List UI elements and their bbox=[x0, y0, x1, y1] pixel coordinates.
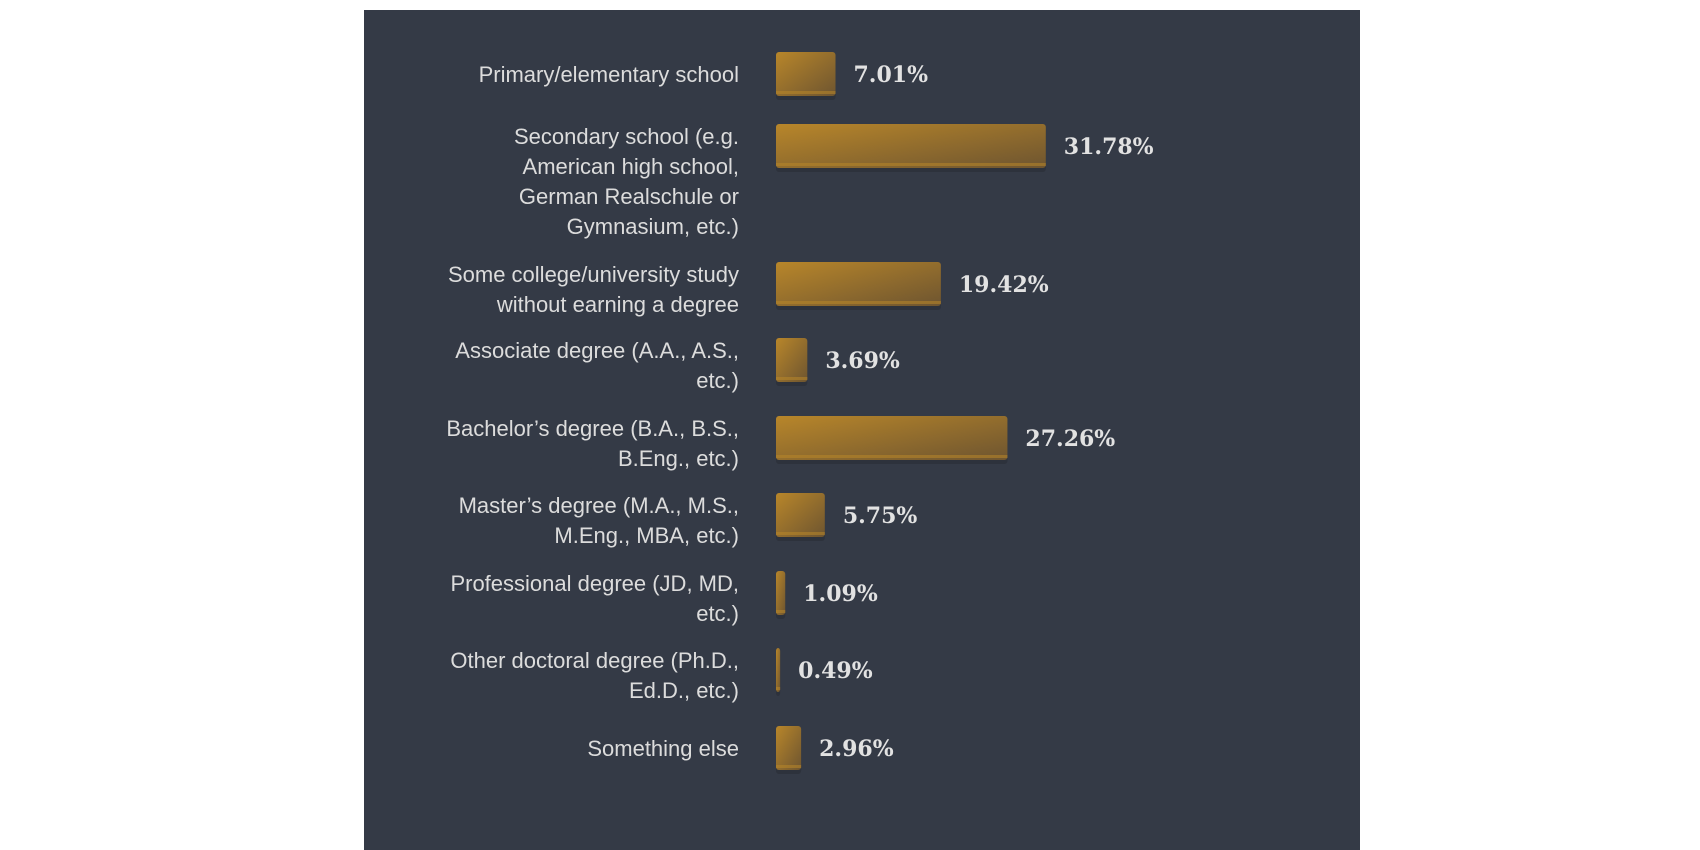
bar-edge bbox=[776, 377, 808, 380]
bar bbox=[776, 648, 781, 692]
chart-panel: Primary/elementary school 7.01% Secondary … bbox=[364, 10, 1360, 850]
category-label-line: Gymnasium, etc.) bbox=[567, 214, 739, 239]
value-label: 3.69% bbox=[825, 348, 900, 374]
category-label-line: Bachelor’s degree (B.A., B.S., bbox=[446, 416, 739, 441]
bar bbox=[776, 493, 825, 537]
bar-edge bbox=[776, 610, 786, 613]
bar-edge bbox=[776, 455, 1008, 458]
value-label: 2.96% bbox=[819, 736, 894, 762]
bar bbox=[776, 571, 786, 615]
value-label: 5.75% bbox=[843, 503, 918, 529]
category-label-line: Associate degree (A.A., A.S., bbox=[455, 338, 739, 363]
category-label-line: Professional degree (JD, MD, bbox=[450, 571, 739, 596]
category-label: Other doctoral degree (Ph.D., Ed.D., etc.… bbox=[450, 648, 739, 703]
category-label-line: Ed.D., etc.) bbox=[629, 678, 739, 703]
value-label: 27.26% bbox=[1025, 426, 1115, 452]
bar-edge bbox=[776, 163, 1046, 166]
category-label: Primary/elementary school bbox=[479, 62, 739, 87]
bar-chart: Primary/elementary school 7.01% Secondary … bbox=[446, 52, 1154, 774]
category-label: Professional degree (JD, MD, etc.) bbox=[450, 571, 739, 626]
category-label-line: Something else bbox=[587, 736, 739, 761]
category-label: Secondary school (e.g. American high scho… bbox=[514, 124, 739, 239]
category-label-line: Some college/university study bbox=[448, 262, 739, 287]
category-label-line: etc.) bbox=[696, 368, 739, 393]
category-label-line: Master’s degree (M.A., M.S., bbox=[459, 493, 739, 518]
category-label-line: American high school, bbox=[523, 154, 739, 179]
value-label: 31.78% bbox=[1064, 134, 1154, 160]
bars-layer: Primary/elementary school 7.01% Secondary … bbox=[446, 52, 1154, 774]
category-label-line: B.Eng., etc.) bbox=[618, 446, 739, 471]
value-label: 7.01% bbox=[854, 62, 929, 88]
category-label: Some college/university study without ear… bbox=[448, 262, 739, 317]
category-label-line: without earning a degree bbox=[496, 292, 739, 317]
category-label-line: etc.) bbox=[696, 601, 739, 626]
category-label-line: M.Eng., MBA, etc.) bbox=[554, 523, 739, 548]
category-label-line: Primary/elementary school bbox=[479, 62, 739, 87]
category-label: Master’s degree (M.A., M.S., M.Eng., MBA,… bbox=[459, 493, 739, 548]
bar bbox=[776, 124, 1046, 168]
bar bbox=[776, 262, 941, 306]
value-label: 0.49% bbox=[798, 658, 873, 684]
value-label: 1.09% bbox=[803, 581, 878, 607]
bar bbox=[776, 726, 802, 770]
bar bbox=[776, 416, 1008, 460]
bar-edge bbox=[776, 532, 825, 535]
bar-edge bbox=[776, 687, 781, 690]
bar bbox=[776, 338, 808, 382]
category-label-line: German Realschule or bbox=[519, 184, 739, 209]
bar-edge bbox=[776, 765, 802, 768]
value-label: 19.42% bbox=[959, 272, 1049, 298]
category-label-line: Secondary school (e.g. bbox=[514, 124, 739, 149]
category-label: Something else bbox=[587, 736, 739, 761]
bar-edge bbox=[776, 91, 836, 94]
category-label: Associate degree (A.A., A.S., etc.) bbox=[455, 338, 739, 393]
bar bbox=[776, 52, 836, 96]
bar-edge bbox=[776, 301, 941, 304]
category-label: Bachelor’s degree (B.A., B.S., B.Eng., et… bbox=[446, 416, 739, 471]
category-label-line: Other doctoral degree (Ph.D., bbox=[450, 648, 739, 673]
